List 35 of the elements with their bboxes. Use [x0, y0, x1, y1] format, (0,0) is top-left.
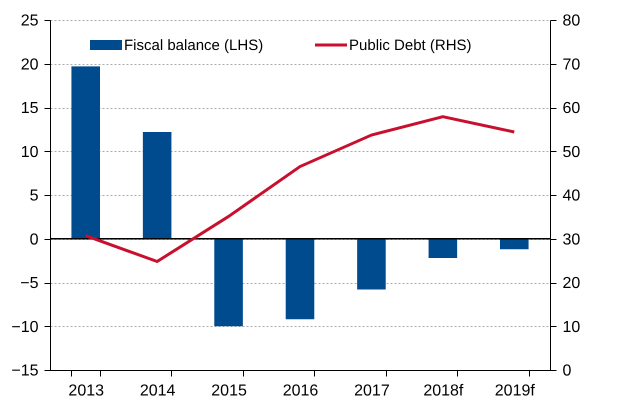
y-tick-label: 25: [20, 12, 39, 30]
y-tick-label: −10: [11, 318, 39, 336]
y-tick-label: 5: [30, 188, 39, 204]
y-tick-label: −15: [11, 362, 39, 380]
y-tick-label: 10: [20, 144, 39, 161]
y-tick-label: 0: [30, 231, 39, 248]
y2-tick-label: 10: [562, 318, 580, 336]
x-tick-label: 2019f: [494, 382, 536, 400]
y-tick-label: −5: [20, 275, 39, 292]
y2-tick-label: 20: [562, 275, 580, 292]
bar: [71, 66, 100, 239]
x-tick-label: 2015: [211, 382, 247, 400]
bar: [428, 238, 458, 258]
line-series: [84, 115, 516, 263]
y2-tick-label: 80: [562, 12, 580, 30]
y2-tick-label: 0: [562, 362, 572, 380]
y2-tick-label: 50: [562, 144, 580, 161]
legend-label: Fiscal balance (LHS): [124, 37, 264, 54]
bar: [357, 238, 386, 290]
bar: [500, 238, 529, 250]
legend-label: Public Debt (RHS): [349, 37, 472, 54]
y2-tick-label: 60: [562, 100, 580, 117]
y2-tick-label: 70: [562, 56, 580, 74]
x-tick-label: 2018f: [423, 382, 464, 400]
y-tick-label: 20: [20, 56, 39, 74]
bar: [286, 238, 314, 320]
y-tick-label: 15: [20, 100, 39, 117]
y2-tick-label: 40: [562, 188, 580, 204]
x-tick-label: 2013: [68, 382, 104, 400]
bar: [142, 132, 172, 239]
x-tick-label: 2017: [354, 382, 390, 400]
bar: [214, 238, 243, 326]
x-tick-label: 2014: [140, 382, 176, 400]
x-tick-label: 2016: [282, 382, 318, 400]
y2-tick-label: 30: [562, 231, 580, 248]
